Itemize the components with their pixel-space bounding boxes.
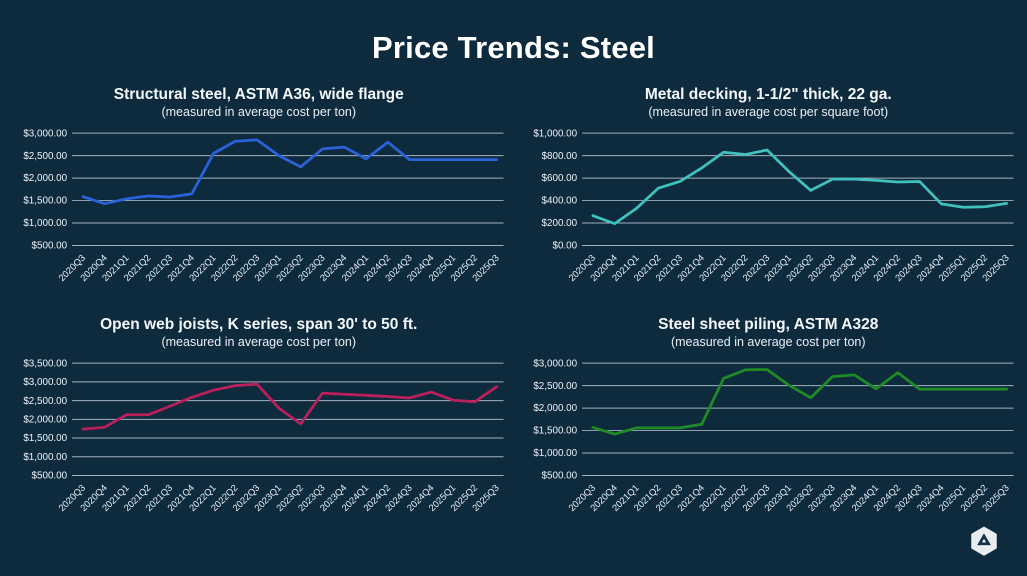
y-axis-label: $1,000.00 bbox=[23, 452, 67, 463]
line-chart-structural-steel: $3,000.00 $2,500.00 $2,000.00 $1,500.00 $1,0… bbox=[23, 128, 504, 283]
y-axis-label: $500.00 bbox=[541, 471, 577, 482]
chart-title: Structural steel, ASTM A36, wide flange bbox=[113, 86, 404, 103]
y-axis-label: $2,000.00 bbox=[23, 414, 67, 425]
y-axis-label: $2,500.00 bbox=[23, 396, 67, 407]
y-axis-label: $1,500.00 bbox=[23, 433, 67, 444]
y-axis-label: $1,000.00 bbox=[23, 218, 67, 229]
y-axis-label: $3,000.00 bbox=[23, 128, 67, 139]
y-axis-label: $1,000.00 bbox=[533, 128, 577, 139]
y-axis-label: $0.00 bbox=[552, 241, 577, 252]
series-line-open-web-joists bbox=[81, 382, 499, 431]
brand-logo-icon bbox=[969, 526, 999, 556]
logo-knot bbox=[977, 533, 991, 546]
logo-hexagon bbox=[971, 526, 997, 556]
y-axis-label: $200.00 bbox=[541, 218, 577, 229]
y-axis-label: $500.00 bbox=[32, 241, 68, 252]
y-axis-label: $1,500.00 bbox=[23, 196, 67, 207]
y-axis-label: $400.00 bbox=[541, 196, 577, 207]
chart-subtitle: (measured in average cost per square foo… bbox=[648, 105, 889, 119]
y-axis-label: $3,500.00 bbox=[23, 358, 67, 369]
series-line-steel-sheet-piling bbox=[591, 368, 1008, 436]
y-axis-label: $2,500.00 bbox=[533, 381, 577, 392]
chart-subtitle: (measured in average cost per ton) bbox=[161, 105, 357, 119]
y-axis-label: $3,000.00 bbox=[533, 358, 577, 369]
page-title: Price Trends: Steel bbox=[372, 30, 655, 65]
y-axis-label: $500.00 bbox=[32, 471, 68, 482]
series-line-metal-decking bbox=[591, 148, 1008, 225]
chart-steel-sheet-piling: Steel sheet piling, ASTM A328 (measured … bbox=[520, 316, 1018, 530]
y-axis-label: $2,500.00 bbox=[23, 151, 67, 162]
y-axis-label: $3,000.00 bbox=[23, 377, 67, 388]
line-chart-open-web-joists: $3,500.00 $3,000.00 $2,500.00 $2,000.00 $1,5… bbox=[23, 358, 504, 513]
y-axis-label: $1,500.00 bbox=[533, 426, 577, 437]
chart-open-web-joists: Open web joists, K series, span 30' to 5… bbox=[10, 316, 508, 530]
y-axis-label: $600.00 bbox=[541, 173, 577, 184]
y-axis-label: $2,000.00 bbox=[533, 403, 577, 414]
series-line-structural-steel bbox=[81, 138, 499, 206]
chart-subtitle: (measured in average cost per ton) bbox=[670, 335, 866, 349]
charts-grid: Structural steel, ASTM A36, wide flange … bbox=[10, 86, 1017, 530]
chart-title: Open web joists, K series, span 30' to 5… bbox=[100, 316, 418, 333]
chart-title: Steel sheet piling, ASTM A328 bbox=[658, 316, 879, 333]
chart-metal-decking: Metal decking, 1-1/2" thick, 22 ga. (mea… bbox=[520, 86, 1018, 300]
y-axis-label: $1,000.00 bbox=[533, 448, 577, 459]
chart-title: Metal decking, 1-1/2" thick, 22 ga. bbox=[644, 86, 892, 103]
chart-subtitle: (measured in average cost per ton) bbox=[161, 335, 357, 349]
line-chart-metal-decking: $1,000.00 $800.00 $600.00 $400.00 $200.00 $0.… bbox=[533, 128, 1014, 283]
chart-structural-steel: Structural steel, ASTM A36, wide flange … bbox=[10, 86, 508, 300]
line-chart-steel-sheet-piling: $3,000.00 $2,500.00 $2,000.00 $1,500.00 $1,0… bbox=[533, 358, 1014, 513]
y-axis-label: $800.00 bbox=[541, 151, 577, 162]
y-axis-label: $2,000.00 bbox=[23, 173, 67, 184]
